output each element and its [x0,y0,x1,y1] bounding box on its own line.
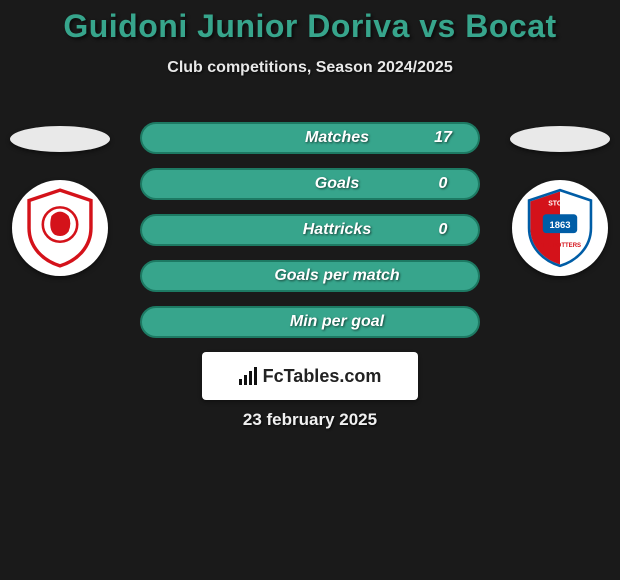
brand-box: FcTables.com [202,352,418,400]
player-left-column [10,126,110,276]
stat-row: Matches17 [140,122,480,154]
bar-segment [254,367,257,385]
stat-label: Min per goal [196,313,478,331]
brand-text: FcTables.com [263,366,382,387]
stat-row: Hattricks0 [140,214,480,246]
player-left-avatar-placeholder [10,126,110,152]
shield-icon [17,185,103,271]
club-badge-right: 1863 STOKE THE POTTERS [512,180,608,276]
svg-text:1863: 1863 [549,220,570,231]
stat-row: Min per goal [140,306,480,338]
bar-segment [239,379,242,385]
stat-value-right: 17 [418,129,468,147]
stat-label: Goals per match [196,267,478,285]
brand-label: FcTables.com [239,366,382,387]
comparison-title: Guidoni Junior Doriva vs Bocat [0,0,620,45]
club-badge-left [12,180,108,276]
player-right-avatar-placeholder [510,126,610,152]
bar-segment [249,371,252,385]
bar-chart-icon [239,367,257,385]
bar-segment [244,375,247,385]
stat-row: Goals0 [140,168,480,200]
shield-icon: 1863 STOKE THE POTTERS [517,185,603,271]
stat-value-right: 0 [418,175,468,193]
comparison-subtitle: Club competitions, Season 2024/2025 [0,59,620,77]
comparison-date: 23 february 2025 [0,410,620,430]
stat-row: Goals per match [140,260,480,292]
stat-value-right: 0 [418,221,468,239]
player-right-column: 1863 STOKE THE POTTERS [510,126,610,276]
stats-list: Matches17 Goals0 Hattricks0 Goals per match… [140,122,480,352]
svg-text:STOKE: STOKE [548,201,572,208]
svg-text:THE POTTERS: THE POTTERS [539,243,581,249]
